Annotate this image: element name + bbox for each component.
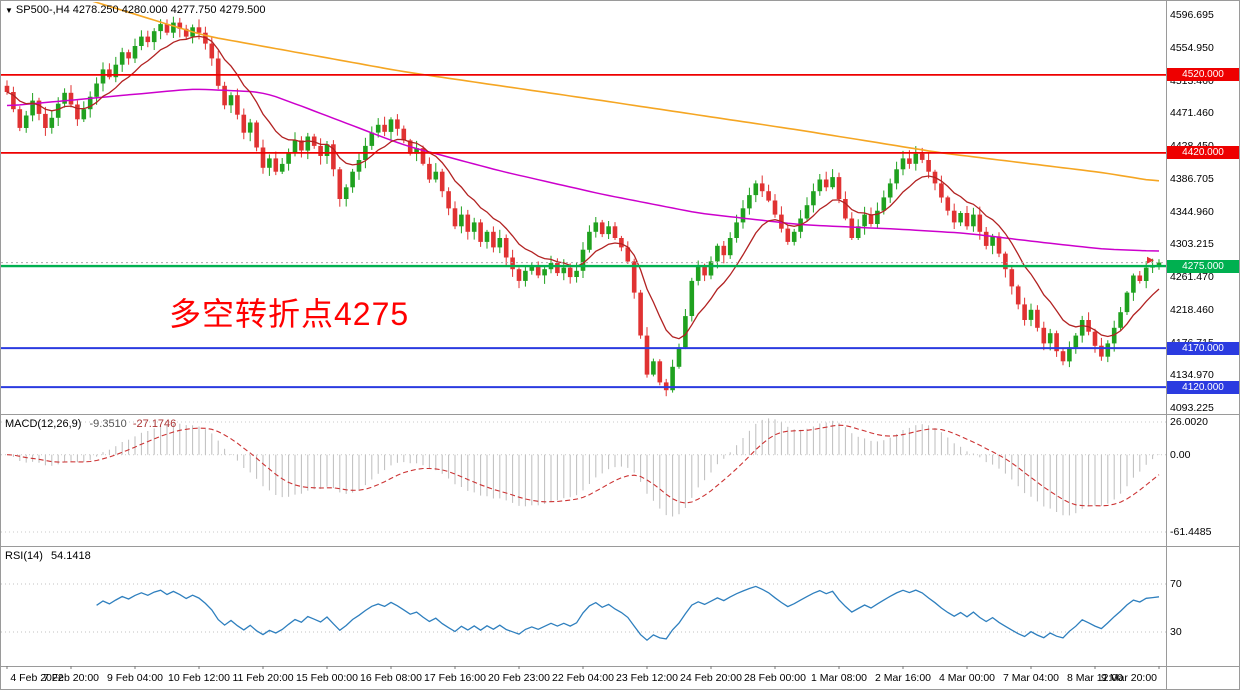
price-axis-label: 4134.970 — [1170, 369, 1214, 382]
slow-ma — [92, 2, 1160, 182]
macd-panel — [1, 418, 1166, 533]
time-axis-label: 8 Mar 12:00 — [1066, 672, 1124, 684]
time-axis-label: 4 Feb 2022 — [10, 672, 64, 684]
time-axis-label: 10 Feb 12:00 — [168, 672, 230, 684]
macd-axis-label: 26.0020 — [1170, 415, 1208, 428]
price-axis-label: 4303.215 — [1170, 238, 1214, 251]
main-price-panel — [1, 2, 1166, 397]
time-axis-label: 22 Feb 04:00 — [552, 672, 614, 684]
time-axis-label: 24 Feb 20:00 — [680, 672, 742, 684]
chart-title-text: SP500-,H4 4278.250 4280.000 4277.750 427… — [15, 4, 266, 16]
time-axis-label: 7 Feb 20:00 — [42, 672, 100, 684]
price-axis-label: 4218.460 — [1170, 303, 1214, 316]
macd-indicator-label: MACD(12,26,9) -9.3510 -27.1746 — [5, 418, 176, 430]
macd-name: MACD(12,26,9) — [5, 418, 82, 430]
time-axis-label: 7 Mar 04:00 — [1002, 672, 1060, 684]
time-axis-label: 28 Feb 00:00 — [744, 672, 806, 684]
time-axis-label: 2 Mar 16:00 — [874, 672, 932, 684]
price-axis-tag: 4120.000 — [1167, 380, 1239, 394]
time-axis-label: 23 Feb 12:00 — [616, 672, 678, 684]
rsi-indicator-label: RSI(14) 54.1418 — [5, 550, 91, 562]
time-axis-label: 11 Feb 20:00 — [232, 672, 294, 684]
price-axis-label: 4261.470 — [1170, 271, 1214, 283]
candlesticks — [4, 16, 1162, 397]
price-axis-tag: 4170.000 — [1167, 341, 1239, 355]
rsi-panel — [1, 583, 1166, 642]
price-axis-tag: 4275.000 — [1167, 259, 1239, 273]
rsi-level-label: 30 — [1170, 626, 1182, 638]
rsi-line — [96, 585, 1160, 642]
macd-signal-line — [6, 424, 1160, 507]
macd-signal-value: -27.1746 — [132, 418, 177, 430]
price-axis-label: 4093.225 — [1170, 402, 1214, 414]
rsi-level-label: 70 — [1170, 578, 1182, 590]
time-axis-label: 16 Feb 08:00 — [360, 672, 422, 684]
chart-title: ▼ SP500-,H4 4278.250 4280.000 4277.750 42… — [5, 4, 265, 16]
price-axis-label: 4344.960 — [1170, 205, 1214, 218]
time-axis-label: 17 Feb 16:00 — [424, 672, 486, 684]
fast-ma — [6, 35, 1160, 340]
macd-main-value: -9.3510 — [89, 418, 127, 430]
price-axis-label: 4471.460 — [1170, 107, 1214, 120]
price-axis-label: 4386.705 — [1170, 172, 1214, 185]
time-axis-label: 15 Feb 00:00 — [296, 672, 358, 684]
macd-axis-label: -61.4485 — [1170, 526, 1212, 538]
time-axis-label: 20 Feb 23:00 — [488, 672, 550, 684]
price-axis-label: 4596.695 — [1170, 9, 1214, 21]
chart-annotation-text: 多空转折点4275 — [169, 296, 410, 332]
chart-icon: ▼ — [5, 5, 13, 15]
price-axis-label: 4554.950 — [1170, 41, 1214, 54]
rsi-value: 54.1418 — [50, 550, 91, 562]
time-axis-label: 1 Mar 08:00 — [810, 672, 868, 684]
price-axis-tag: 4520.000 — [1167, 68, 1239, 82]
time-axis-label: 9 Feb 04:00 — [106, 672, 164, 684]
price-axis-tag: 4420.000 — [1167, 146, 1239, 160]
rsi-name: RSI(14) — [5, 550, 43, 562]
medium-ma — [6, 88, 1160, 252]
price-marker-arrow — [1147, 256, 1154, 264]
time-axis-label: 9 Mar 20:00 — [1100, 672, 1158, 684]
time-axis-label: 4 Mar 00:00 — [938, 672, 996, 684]
macd-axis-label: 0.00 — [1170, 448, 1191, 461]
